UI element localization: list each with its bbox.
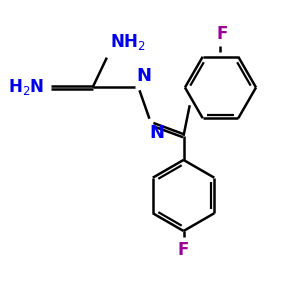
Text: F: F (216, 25, 228, 43)
Text: N: N (136, 67, 152, 85)
Text: H$_2$N: H$_2$N (8, 77, 44, 98)
Text: F: F (178, 241, 189, 259)
Text: NH$_2$: NH$_2$ (110, 32, 146, 52)
Text: N: N (149, 124, 164, 142)
